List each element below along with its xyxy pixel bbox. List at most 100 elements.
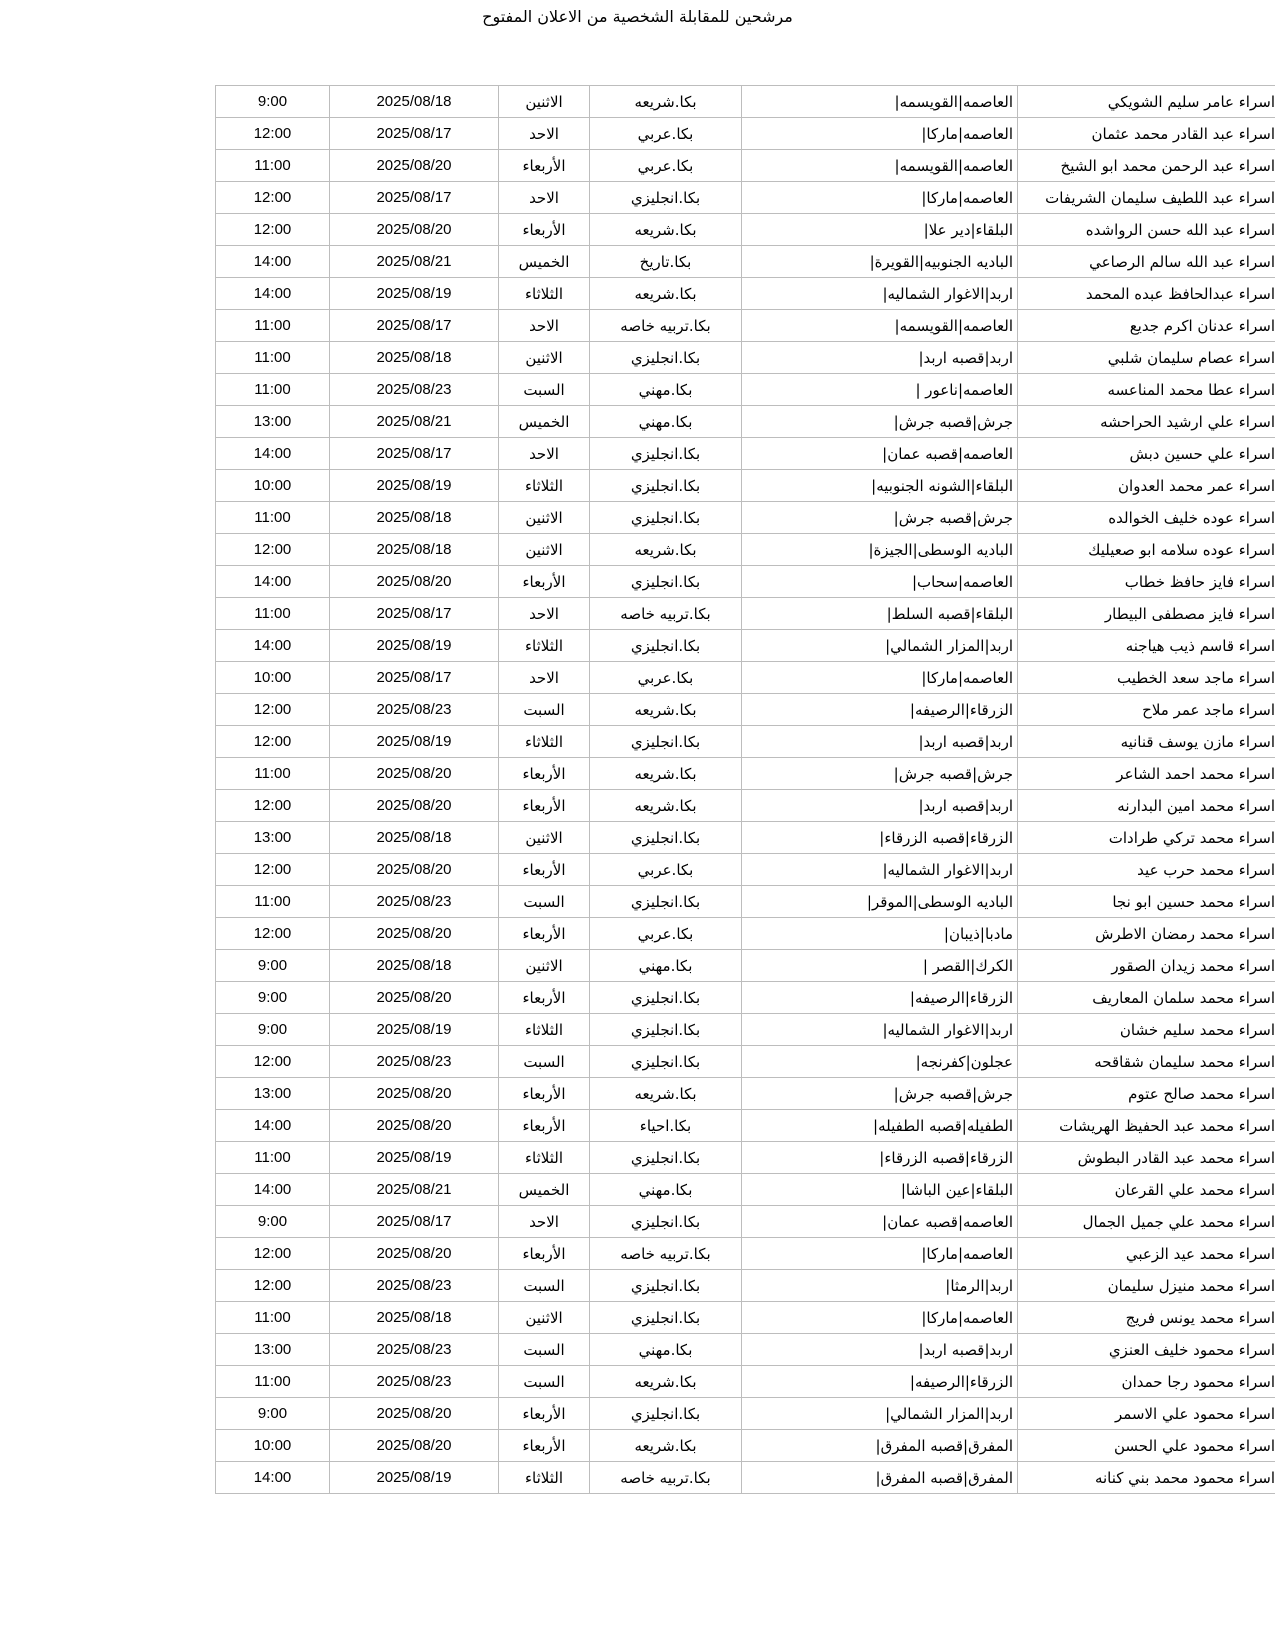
time-cell: 9:00 [215,949,330,982]
name-cell: اسراء محمود خليف العنزي [1017,1333,1275,1366]
location-cell: العاصمه|القويسمه| [741,149,1018,182]
date-cell: 2025/08/20 [329,853,499,886]
date-cell: 2025/08/21 [329,245,499,278]
time-cell: 12:00 [215,1045,330,1078]
day-cell: الثلاثاء [498,629,590,662]
table-row: اسراء محمد منيزل سليمان اربد|الرمثا| بكا.ا… [215,1269,1275,1302]
degree-cell: بكا.تربيه خاصه [589,1237,742,1270]
date-cell: 2025/08/19 [329,629,499,662]
location-cell: العاصمه|ماركا| [741,1237,1018,1270]
day-cell: الاحد [498,661,590,694]
table-row: اسراء محمد علي القرعان البلقاء|عين الباشا… [215,1173,1275,1206]
location-cell: العاصمه|ماركا| [741,117,1018,150]
degree-cell: بكا.مهني [589,373,742,406]
table-row: اسراء محمد عبد الحفيظ الهريشات الطفيله|قص… [215,1109,1275,1142]
name-cell: اسراء عدنان اكرم جديع [1017,309,1275,342]
table-row: اسراء محمد تركي طرادات الزرقاء|قصبه الزرق… [215,821,1275,854]
time-cell: 11:00 [215,373,330,406]
degree-cell: بكا.شريعه [589,757,742,790]
name-cell: اسراء عبد الله حسن الرواشده [1017,213,1275,246]
time-cell: 9:00 [215,1205,330,1238]
name-cell: اسراء علي ارشيد الحراحشه [1017,405,1275,438]
time-cell: 10:00 [215,661,330,694]
location-cell: العاصمه|ماركا| [741,661,1018,694]
date-cell: 2025/08/20 [329,917,499,950]
name-cell: اسراء محمد رمضان الاطرش [1017,917,1275,950]
time-cell: 12:00 [215,181,330,214]
time-cell: 13:00 [215,1333,330,1366]
table-row: اسراء محمد حرب عيد اربد|الاغوار الشماليه|… [215,853,1275,886]
table-row: اسراء عامر سليم الشويكي العاصمه|القويسمه|… [215,85,1275,118]
date-cell: 2025/08/17 [329,1205,499,1238]
table-row: اسراء عصام سليمان شلبي اربد|قصبه اربد| بكا… [215,341,1275,374]
location-cell: العاصمه|ماركا| [741,1301,1018,1334]
location-cell: العاصمه|القويسمه| [741,309,1018,342]
name-cell: اسراء مازن يوسف قنانيه [1017,725,1275,758]
time-cell: 13:00 [215,1077,330,1110]
table-row: اسراء علي ارشيد الحراحشه جرش|قصبه جرش| بكا… [215,405,1275,438]
name-cell: اسراء عبد اللطيف سليمان الشريفات [1017,181,1275,214]
time-cell: 12:00 [215,1269,330,1302]
table-row: اسراء عبد الله سالم الرصاعي الباديه الجنو… [215,245,1275,278]
date-cell: 2025/08/19 [329,277,499,310]
location-cell: الباديه الوسطى|الموقر| [741,885,1018,918]
time-cell: 10:00 [215,1429,330,1462]
time-cell: 11:00 [215,1141,330,1174]
time-cell: 14:00 [215,565,330,598]
table-row: اسراء محمد عيد الزعبي العاصمه|ماركا| بكا.ت… [215,1237,1275,1270]
time-cell: 11:00 [215,309,330,342]
table-row: اسراء محمد علي جميل الجمال العاصمه|قصبه ع… [215,1205,1275,1238]
location-cell: الكرك|القصر | [741,949,1018,982]
location-cell: العاصمه|قصبه عمان| [741,1205,1018,1238]
degree-cell: بكا.انجليزي [589,1045,742,1078]
day-cell: السبت [498,1045,590,1078]
day-cell: الثلاثاء [498,1461,590,1494]
location-cell: العاصمه|ناعور | [741,373,1018,406]
name-cell: اسراء محمد حسين ابو نجا [1017,885,1275,918]
day-cell: الأربعاء [498,789,590,822]
time-cell: 12:00 [215,917,330,950]
table-row: اسراء عوده خليف الخوالده جرش|قصبه جرش| بكا… [215,501,1275,534]
candidates-table-body: اسراء عامر سليم الشويكي العاصمه|القويسمه|… [215,85,1275,1494]
table-row: اسراء محمد رمضان الاطرش مادبا|ذيبان| بكا.ع… [215,917,1275,950]
location-cell: الباديه الوسطى|الجيزة| [741,533,1018,566]
degree-cell: بكا.انجليزي [589,469,742,502]
location-cell: جرش|قصبه جرش| [741,757,1018,790]
table-row: اسراء محمد يونس فريج العاصمه|ماركا| بكا.ان… [215,1301,1275,1334]
name-cell: اسراء ماجد سعد الخطيب [1017,661,1275,694]
table-row: اسراء محمد سليم خشان اربد|الاغوار الشمالي… [215,1013,1275,1046]
date-cell: 2025/08/23 [329,1045,499,1078]
degree-cell: بكا.انجليزي [589,725,742,758]
location-cell: اربد|قصبه اربد| [741,789,1018,822]
time-cell: 11:00 [215,597,330,630]
degree-cell: بكا.انجليزي [589,629,742,662]
date-cell: 2025/08/20 [329,1397,499,1430]
day-cell: الاثنين [498,85,590,118]
table-row: اسراء ماجد عمر ملاح الزرقاء|الرصيفه| بكا.ش… [215,693,1275,726]
location-cell: اربد|قصبه اربد| [741,1333,1018,1366]
date-cell: 2025/08/23 [329,1269,499,1302]
time-cell: 14:00 [215,245,330,278]
date-cell: 2025/08/17 [329,661,499,694]
degree-cell: بكا.شريعه [589,1365,742,1398]
table-row: اسراء محمد امين البدارنه اربد|قصبه اربد| ب… [215,789,1275,822]
table-row: اسراء مازن يوسف قنانيه اربد|قصبه اربد| بكا… [215,725,1275,758]
table-row: اسراء محمود رجا حمدان الزرقاء|الرصيفه| بكا… [215,1365,1275,1398]
degree-cell: بكا.شريعه [589,789,742,822]
table-row: اسراء ماجد سعد الخطيب العاصمه|ماركا| بكا.ع… [215,661,1275,694]
time-cell: 13:00 [215,821,330,854]
name-cell: اسراء محمد سليم خشان [1017,1013,1275,1046]
degree-cell: بكا.انجليزي [589,1301,742,1334]
location-cell: الزرقاء|قصبه الزرقاء| [741,821,1018,854]
table-row: اسراء فايز حافظ خطاب العاصمه|سحاب| بكا.انج… [215,565,1275,598]
day-cell: الأربعاء [498,1429,590,1462]
candidates-table: اسراء عامر سليم الشويكي العاصمه|القويسمه|… [215,85,1275,1494]
name-cell: اسراء ماجد عمر ملاح [1017,693,1275,726]
date-cell: 2025/08/18 [329,949,499,982]
table-row: اسراء محمد احمد الشاعر جرش|قصبه جرش| بكا.ش… [215,757,1275,790]
location-cell: البلقاء|قصبه السلط| [741,597,1018,630]
time-cell: 14:00 [215,1461,330,1494]
location-cell: اربد|المزار الشمالي| [741,1397,1018,1430]
time-cell: 11:00 [215,341,330,374]
day-cell: الأربعاء [498,213,590,246]
